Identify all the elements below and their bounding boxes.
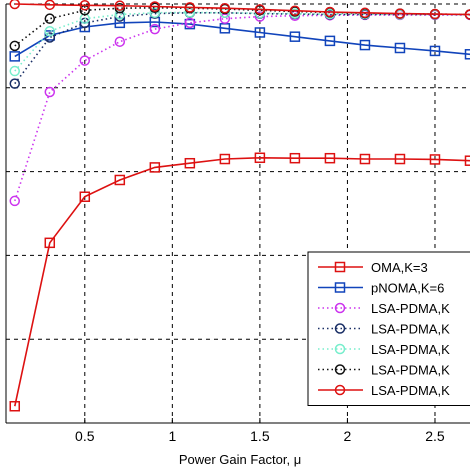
x-tick-label: 1 <box>168 428 176 444</box>
axes: 0.5 1 1.5 2 2.5 <box>5 4 470 444</box>
series-line <box>14 21 470 58</box>
legend-label: LSA-PDMA,K <box>371 342 450 357</box>
data-point <box>79 55 91 66</box>
series-line <box>14 3 470 16</box>
legend-item: LSA-PDMA,K <box>318 322 450 337</box>
data-point <box>9 65 21 77</box>
data-point <box>324 6 336 18</box>
data-point <box>324 152 336 164</box>
legend-label: OMA,K=3 <box>371 260 428 275</box>
series-line <box>14 11 470 72</box>
data-point <box>44 86 56 98</box>
x-tick-label: 2.5 <box>425 428 445 444</box>
data-point <box>219 2 231 14</box>
data-point <box>149 1 161 12</box>
data-point <box>464 155 470 166</box>
x-axis-title: Power Gain Factor, μ <box>179 452 301 467</box>
legend-item: LSA-PDMA,K <box>318 363 450 378</box>
data-point <box>114 36 126 47</box>
x-tick-label: 2 <box>344 428 352 444</box>
data-point <box>394 42 406 54</box>
legend-label: LSA-PDMA,K <box>371 301 450 316</box>
legend-item: LSA-PDMA,K <box>318 301 450 316</box>
data-point <box>289 5 301 16</box>
series-line <box>14 6 470 47</box>
data-point <box>254 152 266 164</box>
data-point <box>9 195 21 207</box>
data-point <box>149 23 161 35</box>
data-point <box>44 25 56 37</box>
data-point <box>359 7 371 19</box>
data-point <box>289 31 301 42</box>
legend-swatch-marker <box>334 343 346 355</box>
data-point <box>9 0 21 10</box>
data-point <box>394 8 406 19</box>
data-point <box>359 153 371 165</box>
data-point <box>464 9 470 20</box>
legend: OMA,K=3 pNOMA,K=6 LSA-PDMA,K LSA-PDMA,K LSA-… <box>307 251 470 406</box>
data-point <box>289 152 301 164</box>
data-point <box>219 153 231 165</box>
data-point <box>254 11 266 22</box>
data-point <box>254 27 266 38</box>
data-point <box>464 49 470 60</box>
legend-label: LSA-PDMA,K <box>371 383 450 398</box>
x-tick-label: 1.5 <box>250 428 270 444</box>
series-line <box>14 12 470 85</box>
legend-item: LSA-PDMA,K <box>318 383 450 398</box>
data-point <box>9 400 21 412</box>
series-line <box>14 156 470 407</box>
data-point <box>324 35 336 47</box>
series-1 <box>9 152 470 412</box>
legend-swatch-marker <box>334 364 346 375</box>
legend-swatch-marker <box>334 323 346 334</box>
data-point <box>44 13 56 24</box>
data-point <box>184 157 196 169</box>
series-7 <box>9 0 470 20</box>
data-point <box>79 191 91 202</box>
data-point <box>79 0 91 11</box>
legend-swatch-marker <box>334 261 346 273</box>
data-point <box>9 51 21 62</box>
x-tick-label: 0.5 <box>75 428 95 444</box>
legend-swatch-marker <box>334 384 346 396</box>
data-point <box>184 17 196 29</box>
legend-item: pNOMA,K=6 <box>318 281 444 296</box>
legend-item: LSA-PDMA,K <box>318 342 450 357</box>
data-point <box>44 237 56 249</box>
data-point <box>9 40 21 52</box>
data-point <box>254 4 266 15</box>
legend-label: LSA-PDMA,K <box>371 322 450 337</box>
data-point <box>184 2 196 13</box>
legend-label: pNOMA,K=6 <box>371 281 444 296</box>
series-layer <box>9 0 470 412</box>
data-point <box>149 162 161 173</box>
data-point <box>394 153 406 165</box>
data-point <box>429 154 441 165</box>
legend-swatch-marker <box>334 282 346 293</box>
legend-item: OMA,K=3 <box>318 260 428 275</box>
data-point <box>114 174 126 186</box>
data-point <box>9 78 21 89</box>
data-point <box>114 0 126 11</box>
data-point <box>44 0 56 11</box>
data-point <box>359 39 371 51</box>
data-point <box>429 8 441 20</box>
series-2 <box>9 16 470 62</box>
legend-swatch-marker <box>334 302 346 314</box>
data-point <box>429 45 441 57</box>
legend-label: LSA-PDMA,K <box>371 363 450 378</box>
data-point <box>149 7 161 19</box>
